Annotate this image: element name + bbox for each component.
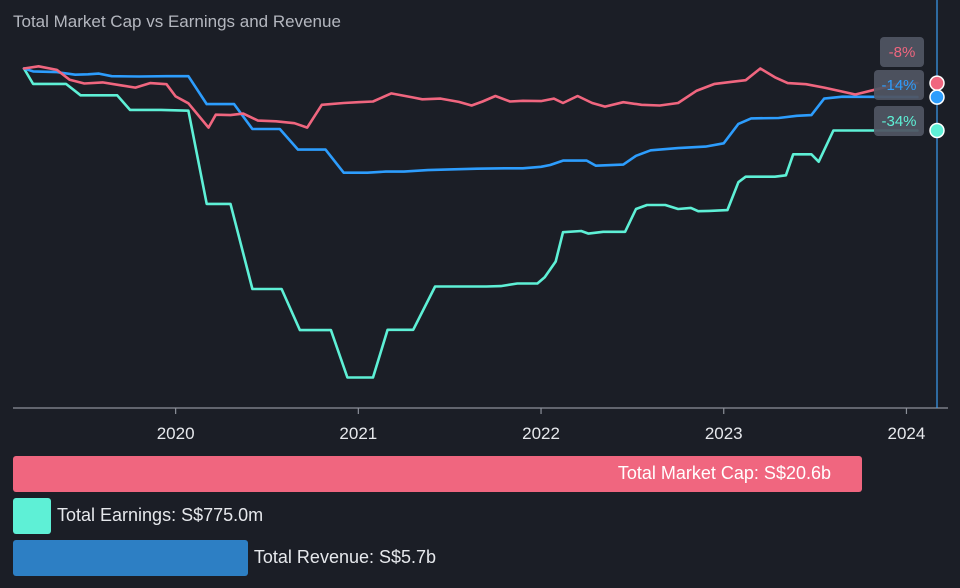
series-line-total-earnings bbox=[22, 67, 919, 379]
total-bar bbox=[13, 456, 862, 492]
end-label-box-total-earnings bbox=[874, 106, 924, 136]
end-label-total-earnings: -34% bbox=[881, 113, 916, 130]
series-line-total-market-cap bbox=[22, 65, 919, 129]
end-dot-total-market-cap bbox=[929, 75, 945, 91]
end-label-box-total-revenue bbox=[874, 70, 924, 100]
end-labels: -8% -34% -14% bbox=[874, 37, 945, 139]
x-tick-label: 2024 bbox=[888, 424, 926, 443]
x-tick-label: 2020 bbox=[157, 424, 195, 443]
total-bar-label: Total Market Cap: S$20.6b bbox=[617, 463, 831, 483]
end-label-total-revenue: -14% bbox=[881, 77, 916, 94]
x-tick-label: 2023 bbox=[705, 424, 743, 443]
series-line-total-revenue bbox=[22, 67, 919, 174]
end-dot-total-earnings bbox=[929, 122, 945, 139]
chart-title: Total Market Cap vs Earnings and Revenue bbox=[13, 12, 341, 31]
total-bar-label: Total Earnings: S$775.0m bbox=[57, 505, 264, 525]
total-bar bbox=[13, 498, 51, 534]
end-label-box-total-market-cap bbox=[880, 37, 924, 67]
total-bar-label: Total Revenue: S$5.7b bbox=[253, 547, 437, 567]
total-bar bbox=[13, 540, 248, 576]
x-tick-label: 2021 bbox=[339, 424, 377, 443]
x-tick-label: 2022 bbox=[522, 424, 560, 443]
series-lines bbox=[22, 65, 919, 379]
x-axis: 2020 2021 2022 2023 2024 bbox=[13, 0, 948, 443]
end-dot-total-revenue bbox=[929, 89, 945, 105]
end-label-total-market-cap: -8% bbox=[889, 44, 916, 61]
